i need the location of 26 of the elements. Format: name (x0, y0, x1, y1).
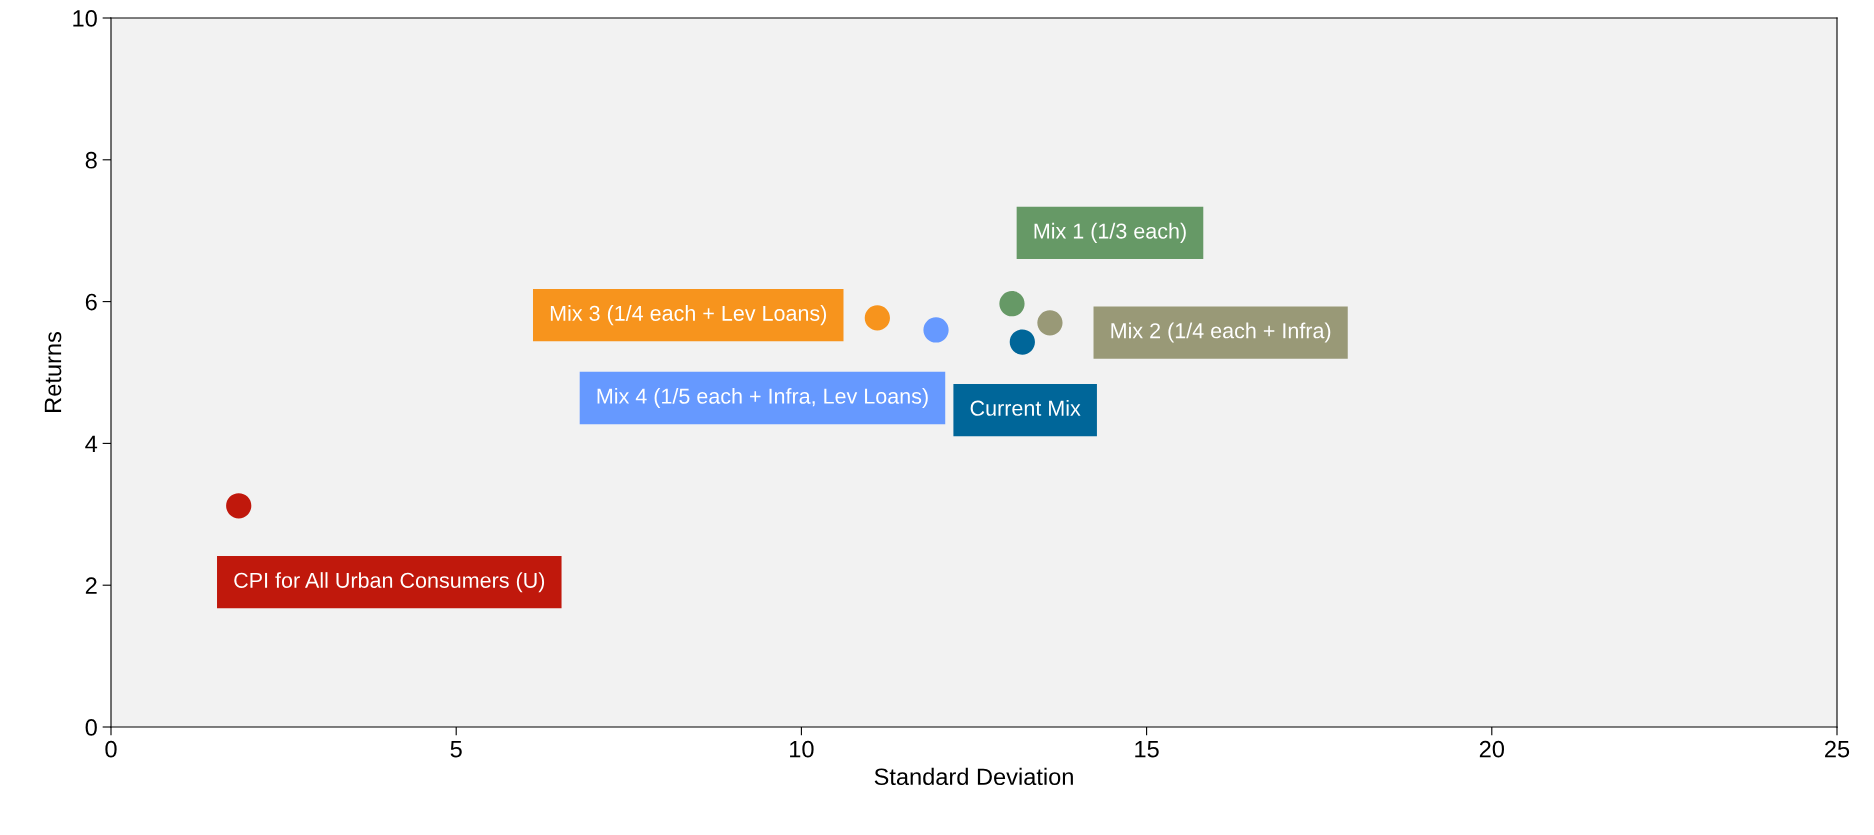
y-tick-label: 4 (85, 435, 98, 452)
x-tick-label: 5 (450, 741, 462, 758)
y-tick-label: 0 (85, 719, 97, 736)
text: Mix 2 (1/4 each + Infra) (1111, 322, 1331, 343)
y-tick-label: 2 (85, 577, 97, 594)
point (999, 291, 1025, 317)
point (864, 305, 890, 331)
point (923, 317, 949, 343)
text: Current Mix (970, 400, 1081, 416)
x-tick-label: 25 (1825, 740, 1850, 758)
point (226, 493, 252, 519)
series-label: Mix 3 (1/4 each + Lev Loans) (550, 305, 827, 326)
text: Mix 1 (1/3 each) (1034, 222, 1186, 243)
x-tick-label: 20 (1479, 740, 1505, 758)
y-tick-label: 10 (73, 10, 97, 27)
y-axis-title: Returns (44, 332, 62, 412)
text: CPI for All Urban Consumers (U) (234, 572, 545, 593)
y-tick-label: 8 (85, 151, 97, 169)
point (1009, 329, 1035, 355)
x-tick-label: 0 (105, 740, 117, 758)
text: Mix 4 (1/5 each + Infra, Lev Loans) (597, 387, 928, 409)
y-tick-label: 6 (85, 293, 97, 311)
x-tick-label: 10 (790, 740, 814, 758)
x-axis-title: Standard Deviation (874, 767, 1073, 786)
point (1037, 310, 1063, 336)
x-tick-label: 15 (1135, 741, 1159, 758)
